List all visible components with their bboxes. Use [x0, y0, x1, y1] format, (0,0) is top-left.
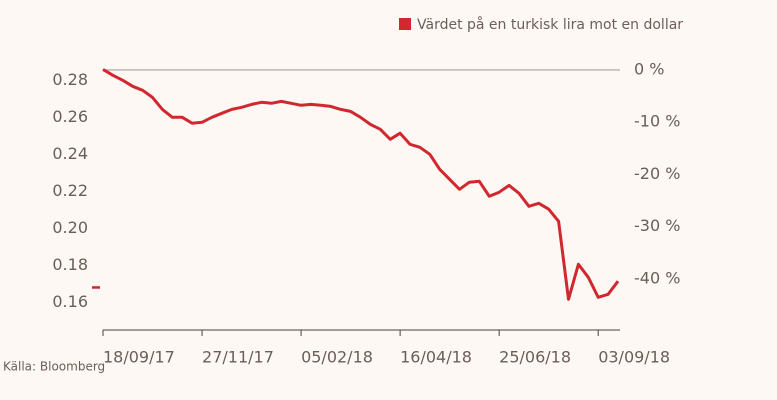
legend-label: Värdet på en turkisk lira mot en dollar	[417, 16, 683, 33]
x-tick-label: 25/06/18	[499, 348, 571, 367]
x-tick-label: 03/09/18	[598, 348, 670, 367]
x-tick-label: 27/11/17	[202, 348, 274, 367]
y2-tick-label: -20 %	[634, 164, 680, 183]
y-tick-label: 0.26	[52, 107, 88, 126]
y-tick-label: 0.24	[52, 144, 88, 163]
legend-swatch	[399, 18, 411, 30]
y2-tick-label: -40 %	[634, 268, 680, 287]
x-tick-label: 05/02/18	[301, 348, 373, 367]
x-tick-label: 16/04/18	[400, 348, 472, 367]
y-tick-label: 0.16	[52, 292, 88, 311]
line-series	[102, 68, 620, 301]
y-tick-label: 0.18	[52, 255, 88, 274]
y-tick-label: 0.28	[52, 70, 88, 89]
y2-tick-label: -10 %	[634, 112, 680, 131]
source: Källa: Bloomberg	[3, 360, 105, 374]
y2-tick-label: 0 %	[634, 59, 664, 78]
x-tick-label: 18/09/17	[103, 348, 175, 367]
y-tick-label: 0.22	[52, 181, 88, 200]
y-tick-label: 0.20	[52, 218, 88, 237]
y2-tick-label: -30 %	[634, 216, 680, 235]
